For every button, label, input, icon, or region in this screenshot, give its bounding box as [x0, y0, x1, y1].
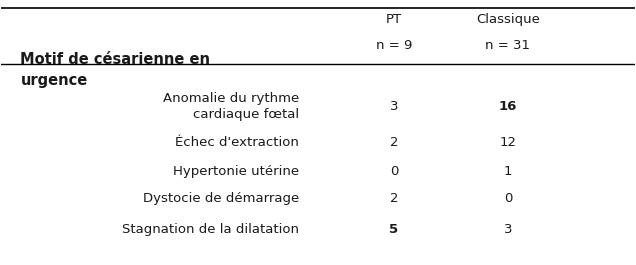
- Text: Échec d'extraction: Échec d'extraction: [175, 136, 299, 149]
- Text: 1: 1: [504, 165, 512, 178]
- Text: 0: 0: [504, 192, 512, 205]
- Text: Anomalie du rythme
cardiaque fœtal: Anomalie du rythme cardiaque fœtal: [163, 92, 299, 121]
- Text: 0: 0: [390, 165, 398, 178]
- Text: Dystocie de démarrage: Dystocie de démarrage: [142, 192, 299, 205]
- Text: Classique: Classique: [476, 13, 540, 26]
- Text: 3: 3: [504, 223, 512, 236]
- Text: PT: PT: [386, 13, 402, 26]
- Text: n = 9: n = 9: [376, 39, 412, 52]
- Text: 5: 5: [389, 223, 399, 236]
- Text: 2: 2: [390, 192, 398, 205]
- Text: 12: 12: [499, 136, 516, 149]
- Text: Stagnation de la dilatation: Stagnation de la dilatation: [122, 223, 299, 236]
- Text: n = 31: n = 31: [485, 39, 530, 52]
- Text: 2: 2: [390, 136, 398, 149]
- Text: Motif de césarienne en
urgence: Motif de césarienne en urgence: [20, 52, 211, 87]
- Text: Hypertonie utérine: Hypertonie utérine: [173, 165, 299, 178]
- Text: 3: 3: [390, 100, 398, 113]
- Text: 16: 16: [499, 100, 517, 113]
